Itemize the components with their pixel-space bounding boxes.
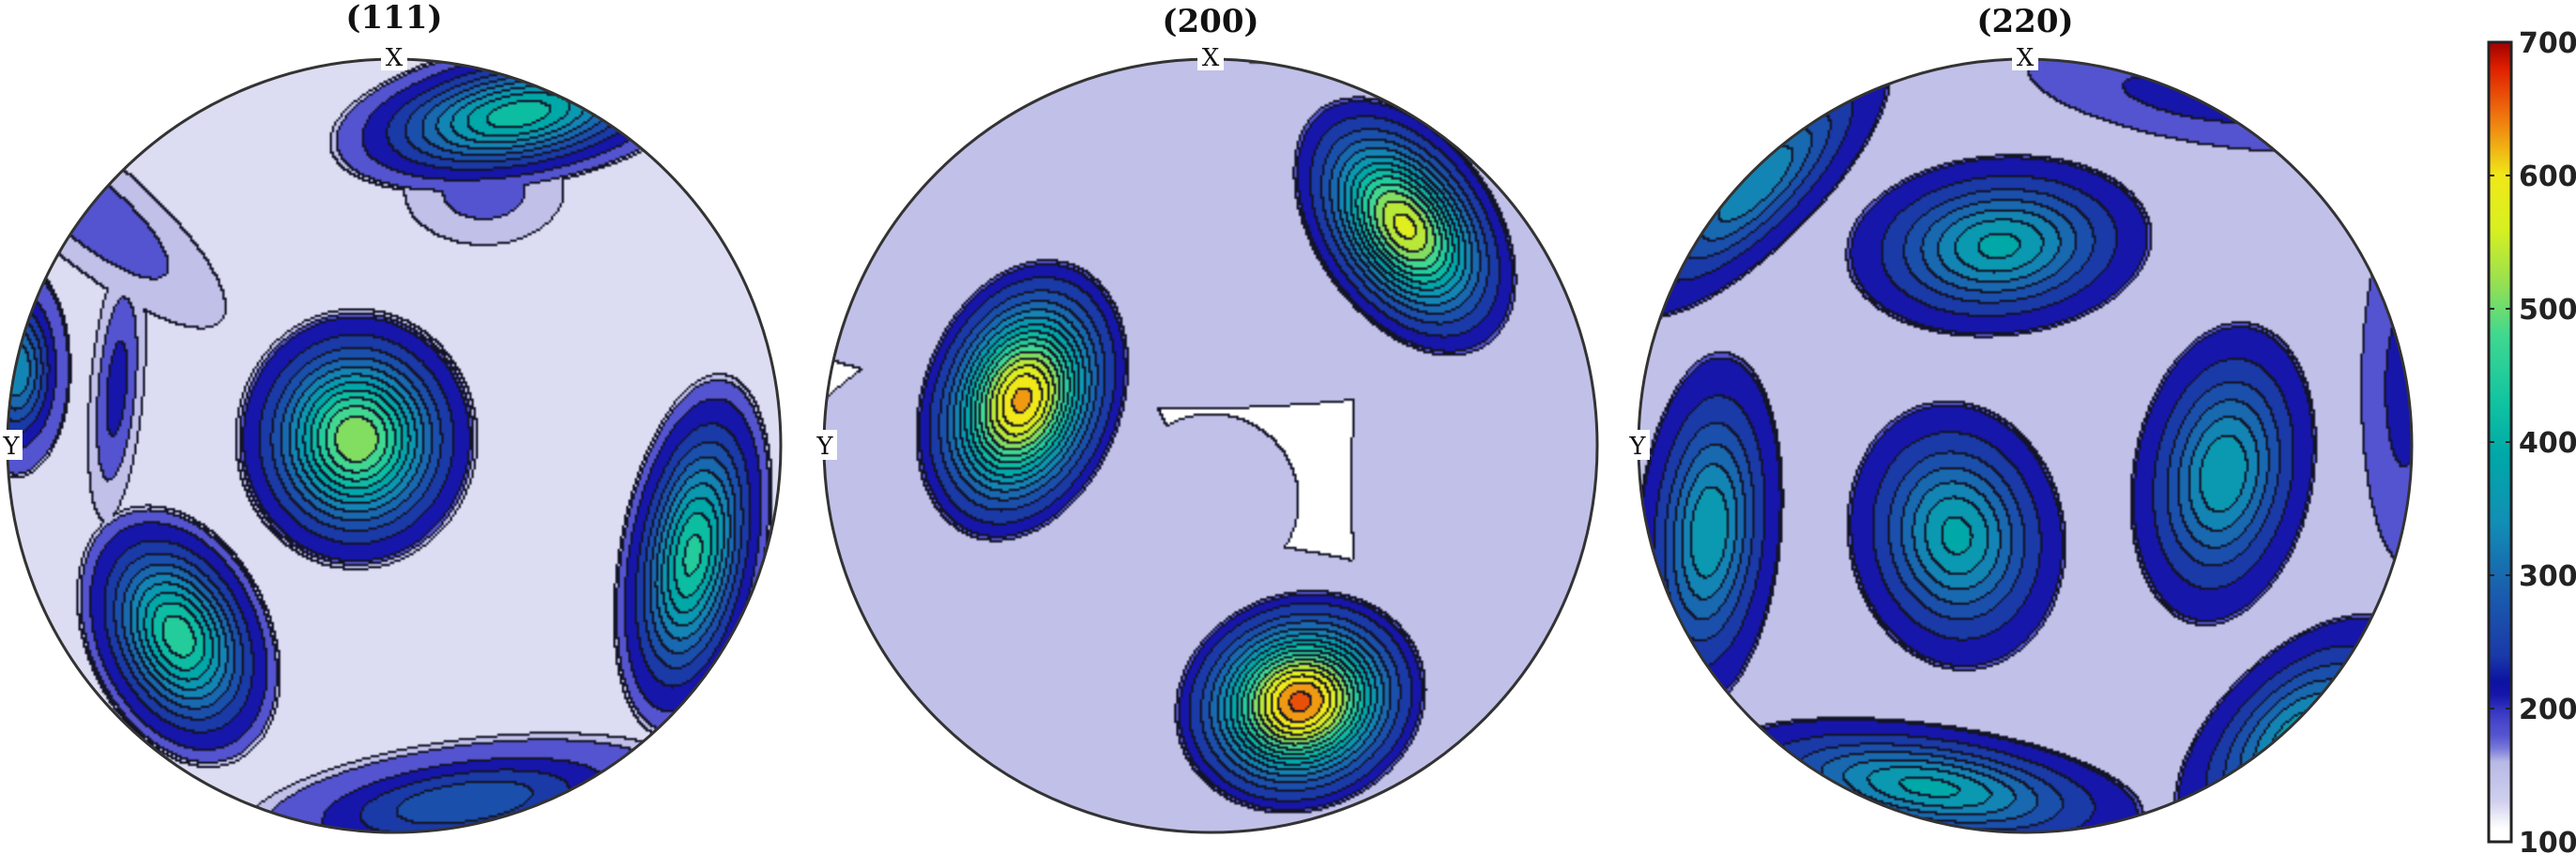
y-label-bg — [813, 430, 837, 460]
colorbar-tick-label: 400 — [2519, 427, 2576, 460]
pole-figure-220: (220) X Y — [1625, 3, 2414, 834]
colorbar-ticks: 100 200 300 400 500 600 700 — [2489, 27, 2576, 854]
pole-figure-111-y-label: Y — [2, 433, 20, 461]
x-label-bg — [381, 42, 407, 70]
pole-figure-111-x-label: X — [386, 44, 404, 72]
pole-figure-111-title: (111) — [345, 0, 442, 37]
y-label-bg — [0, 430, 23, 460]
y-label-bg — [1625, 430, 1650, 460]
pole-figure-220-title: (220) — [1976, 3, 2073, 40]
colorbar-tick-label: 600 — [2519, 160, 2576, 193]
colorbar-tick-label: 200 — [2519, 694, 2576, 726]
pole-figure-111-contours — [8, 59, 781, 832]
pole-figure-200-x-label: X — [1202, 44, 1220, 72]
colorbar: 100 200 300 400 500 600 700 — [2487, 27, 2576, 854]
pole-figure-111: (111) X Y — [0, 0, 783, 834]
x-label-bg — [2012, 42, 2038, 70]
pole-figure-200: (200) X Y — [813, 3, 1599, 834]
x-label-bg — [1197, 42, 1224, 70]
colorbar-tick-label: 500 — [2519, 294, 2576, 327]
pole-figure-220-x-label: X — [2017, 44, 2035, 72]
pole-figure-200-contours — [824, 59, 1597, 832]
colorbar-tick-label: 100 — [2519, 827, 2576, 854]
pole-figure-220-contours — [1639, 59, 2412, 832]
pole-figure-200-y-label: Y — [815, 433, 833, 461]
colorbar-tick-label: 300 — [2519, 560, 2576, 593]
pole-figure-200-title: (200) — [1162, 3, 1258, 40]
colorbar-tick-label: 700 — [2519, 27, 2576, 60]
pole-figure-220-y-label: Y — [1628, 433, 1646, 461]
